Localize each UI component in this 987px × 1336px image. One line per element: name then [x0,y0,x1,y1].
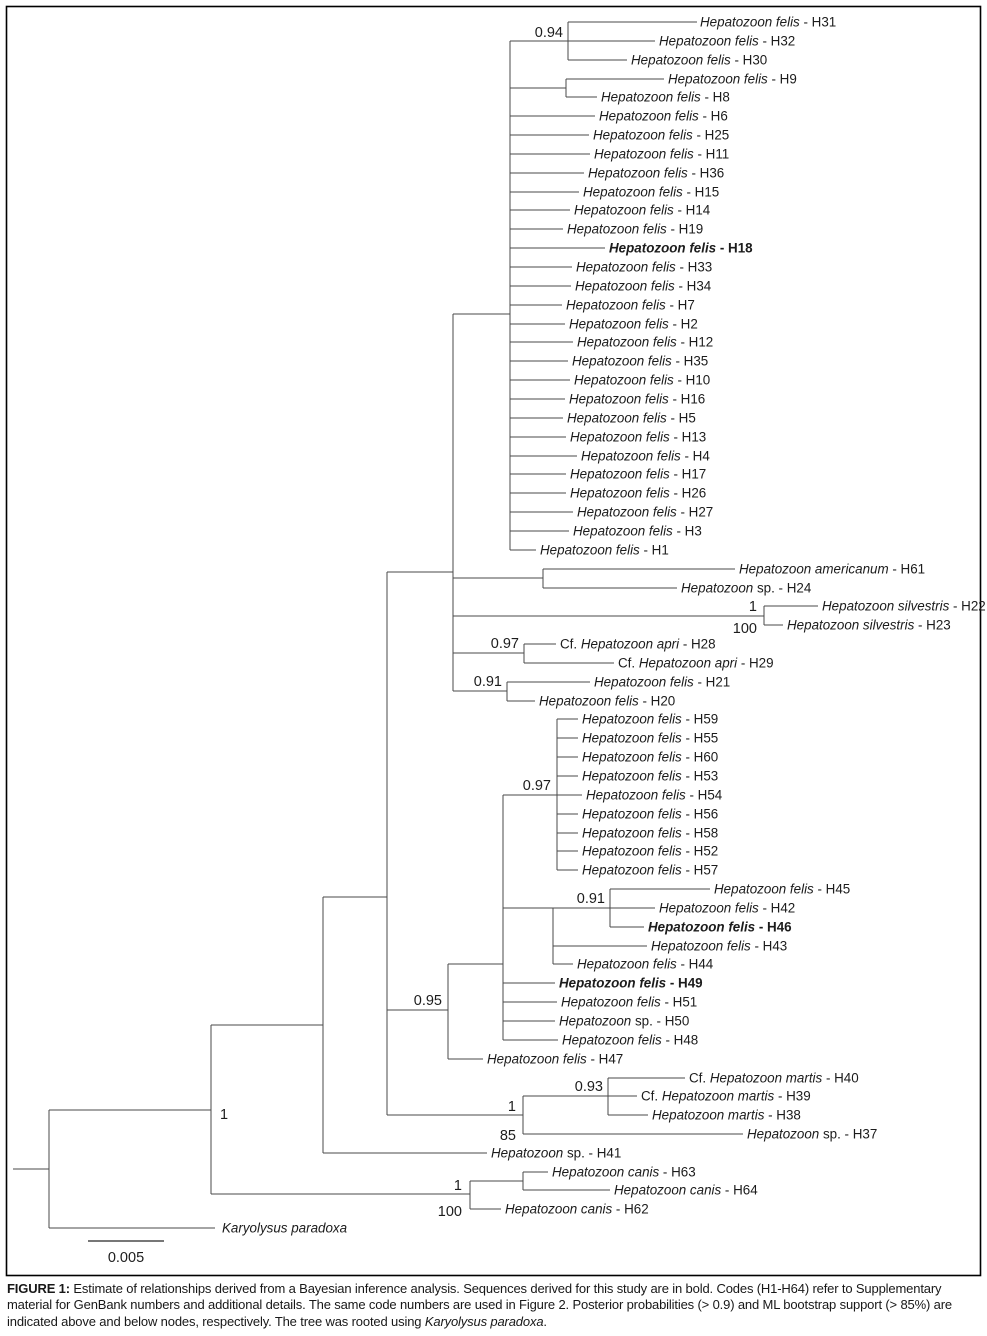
taxon-label-H36: Hepatozoon felis - H36 [588,166,724,181]
figure-caption: FIGURE 1: Estimate of relationships deri… [7,1281,980,1330]
taxon-label-H54: Hepatozoon felis - H54 [586,788,723,803]
taxon-label-H56: Hepatozoon felis - H56 [582,807,718,822]
taxon-label-H15: Hepatozoon felis - H15 [583,185,719,200]
support-value: 1 [749,599,757,615]
support-value: 1 [454,1178,462,1194]
scale-bar-label: 0.005 [108,1250,144,1266]
taxon-label-H5: Hepatozoon felis - H5 [567,411,696,426]
taxon-label-H61: Hepatozoon americanum - H61 [739,562,925,577]
taxon-label-H18: Hepatozoon felis - H18 [609,241,753,256]
support-value: 0.95 [414,993,442,1009]
taxon-label-H62: Hepatozoon canis - H62 [505,1202,649,1217]
taxon-label-H49: Hepatozoon felis - H49 [559,976,703,991]
taxon-label-H14: Hepatozoon felis - H14 [574,203,711,218]
taxon-label-H33: Hepatozoon felis - H33 [576,260,712,275]
caption-text-part: Karyolysus paradoxa [424,1313,544,1329]
taxon-label-H53: Hepatozoon felis - H53 [582,769,718,784]
figure-border [5,5,982,1277]
caption-text-part: FIGURE 1: [7,1281,70,1296]
taxon-label-H34: Hepatozoon felis - H34 [575,279,712,294]
support-value: 0.91 [577,891,605,907]
taxon-label-H1: Hepatozoon felis - H1 [540,543,669,558]
taxon-label-H52: Hepatozoon felis - H52 [582,844,718,859]
taxon-label-H38: Hepatozoon martis - H38 [652,1108,801,1123]
taxon-label-H4: Hepatozoon felis - H4 [581,449,710,464]
taxon-label-H22: Hepatozoon silvestris - H22 [822,599,986,614]
taxon-label-H23: Hepatozoon silvestris - H23 [787,618,951,633]
taxon-label-H39: Cf. Hepatozoon martis - H39 [641,1089,811,1104]
taxon-label-H13: Hepatozoon felis - H13 [570,430,706,445]
support-value: 0.94 [535,25,563,41]
support-value: 85 [500,1128,516,1144]
caption-text-part: . [543,1313,547,1329]
taxon-label-H19: Hepatozoon felis - H19 [567,222,703,237]
taxon-label-H10: Hepatozoon felis - H10 [574,373,710,388]
taxon-label-Karyolysus: Karyolysus paradoxa [222,1221,347,1236]
taxon-label-H25: Hepatozoon felis - H25 [593,128,729,143]
scale-bar: 0.005 [88,1240,164,1266]
taxon-label-H59: Hepatozoon felis - H59 [582,712,718,727]
taxon-label-H41: Hepatozoon sp. - H41 [491,1146,621,1161]
taxon-label-H26: Hepatozoon felis - H26 [570,486,706,501]
support-value: 0.97 [523,778,551,794]
taxon-label-H20: Hepatozoon felis - H20 [539,694,675,709]
taxon-label-H16: Hepatozoon felis - H16 [569,392,705,407]
taxon-label-H58: Hepatozoon felis - H58 [582,826,718,841]
taxon-label-H60: Hepatozoon felis - H60 [582,750,718,765]
taxon-label-H47: Hepatozoon felis - H47 [487,1052,623,1067]
support-value: 0.93 [575,1079,603,1095]
taxon-label-H12: Hepatozoon felis - H12 [577,335,713,350]
support-value: 100 [733,621,757,637]
tree-branches [13,21,818,1229]
support-values: 0.94 1 100 0.97 0.91 0.97 0.91 0.95 0.93 1 85 1 1 100 [220,25,757,1220]
taxon-label-H24: Hepatozoon sp. - H24 [681,581,812,596]
taxon-label-H45: Hepatozoon felis - H45 [714,882,850,897]
taxon-label-H9: Hepatozoon felis - H9 [668,72,797,87]
taxon-label-H35: Hepatozoon felis - H35 [572,354,708,369]
support-value: 1 [508,1099,516,1115]
taxon-label-H29: Cf. Hepatozoon apri - H29 [618,656,774,671]
taxon-label-H44: Hepatozoon felis - H44 [577,957,714,972]
support-value: 0.91 [474,674,502,690]
taxon-label-H42: Hepatozoon felis - H42 [659,901,795,916]
taxon-label-H3: Hepatozoon felis - H3 [573,524,702,539]
caption-text-part: Estimate of relationships derived from a… [7,1281,952,1329]
support-value: 1 [220,1107,228,1123]
taxon-label-H46: Hepatozoon felis - H46 [648,920,792,935]
support-value: 100 [438,1204,462,1220]
taxon-label-H57: Hepatozoon felis - H57 [582,863,718,878]
taxon-label-H37: Hepatozoon sp. - H37 [747,1127,877,1142]
taxon-label-H64: Hepatozoon canis - H64 [614,1183,758,1198]
taxon-label-H63: Hepatozoon canis - H63 [552,1165,696,1180]
taxon-label-H21: Hepatozoon felis - H21 [594,675,730,690]
taxon-label-H11: Hepatozoon felis - H11 [594,147,729,162]
taxon-label-H55: Hepatozoon felis - H55 [582,731,718,746]
taxon-label-H51: Hepatozoon felis - H51 [561,995,697,1010]
taxon-label-H40: Cf. Hepatozoon martis - H40 [689,1071,859,1086]
taxon-label-H32: Hepatozoon felis - H32 [659,34,795,49]
taxon-label-H27: Hepatozoon felis - H27 [577,505,713,520]
taxon-label-H17: Hepatozoon felis - H17 [570,467,706,482]
taxon-label-H48: Hepatozoon felis - H48 [562,1033,698,1048]
taxon-label-H2: Hepatozoon felis - H2 [569,317,698,332]
taxon-label-H30: Hepatozoon felis - H30 [631,53,767,68]
taxon-label-H6: Hepatozoon felis - H6 [599,109,728,124]
taxon-label-H50: Hepatozoon sp. - H50 [559,1014,689,1029]
taxon-label-H8: Hepatozoon felis - H8 [601,90,730,105]
taxon-label-H28: Cf. Hepatozoon apri - H28 [560,637,716,652]
support-value: 0.97 [491,636,519,652]
taxon-label-H7: Hepatozoon felis - H7 [566,298,695,313]
taxon-label-H31: Hepatozoon felis - H31 [700,15,836,30]
taxon-label-H43: Hepatozoon felis - H43 [651,939,787,954]
